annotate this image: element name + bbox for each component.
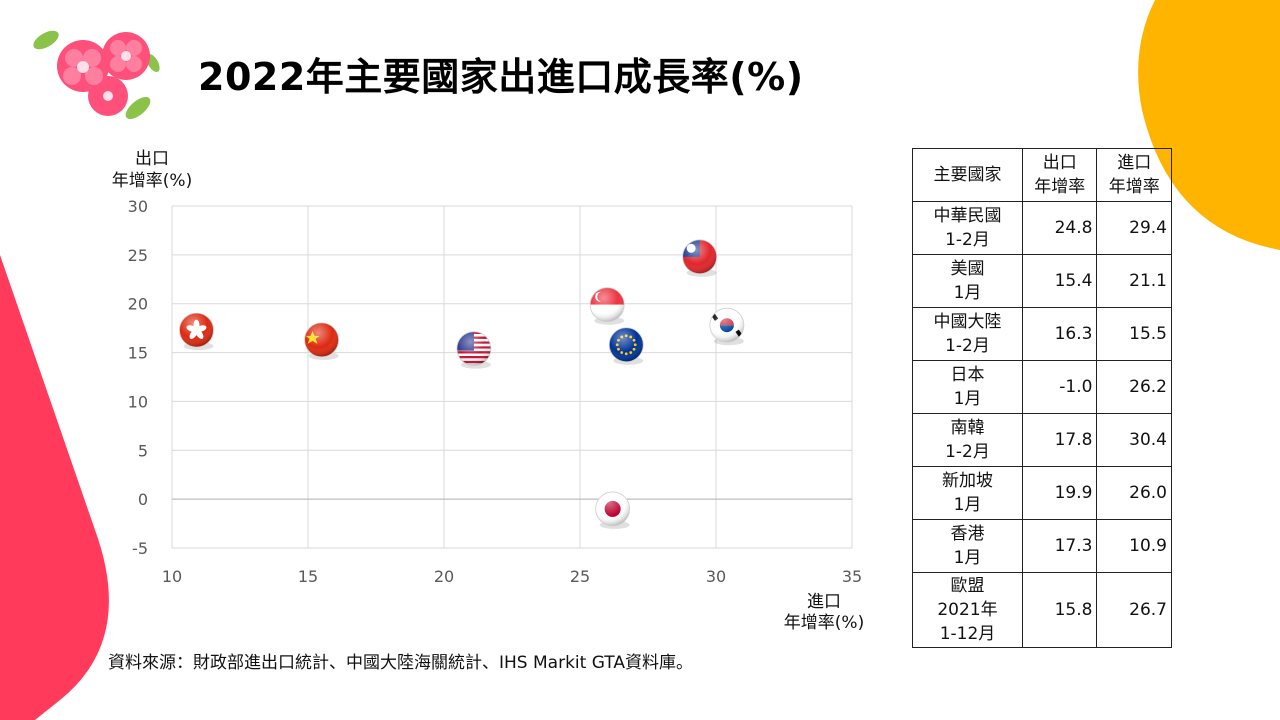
left-decorative-shape <box>0 255 109 720</box>
import-cell: 26.7 <box>1096 572 1172 648</box>
x-tick-label: 35 <box>842 567 862 586</box>
sakura-flower-icon <box>33 30 160 120</box>
singapore-flag-icon <box>589 287 625 323</box>
y-tick-label: 5 <box>138 441 148 460</box>
right-decorative-shape <box>1138 0 1280 250</box>
data-point-hongkong <box>179 312 214 351</box>
y-tick-label: 10 <box>128 392 148 411</box>
table-row: 中國大陸 1-2月 16.3 15.5 <box>912 307 1172 361</box>
country-cell: 美國 1月 <box>912 254 1023 308</box>
export-cell: 19.9 <box>1021 466 1098 520</box>
usa-flag-icon <box>456 331 492 367</box>
data-source-note: 資料來源：財政部進出口統計、中國大陸海關統計、IHS Markit GTA資料庫… <box>108 653 693 673</box>
y-tick-label: 0 <box>138 490 148 509</box>
country-cell: 新加坡 1月 <box>912 466 1023 520</box>
y-tick-label: -5 <box>132 539 148 558</box>
table-row: 香港 1月 17.3 10.9 <box>912 519 1172 573</box>
data-point-korea <box>709 307 745 346</box>
country-cell: 中國大陸 1-2月 <box>912 307 1023 361</box>
header-import: 進口 年增率 <box>1096 148 1172 202</box>
y-tick-label: 15 <box>128 344 148 363</box>
header-country: 主要國家 <box>912 148 1023 202</box>
china-flag-icon <box>304 322 340 358</box>
x-tick-label: 25 <box>570 567 590 586</box>
korea-flag-icon <box>709 307 745 343</box>
x-tick-label: 20 <box>434 567 454 586</box>
data-point-usa <box>456 331 492 369</box>
country-cell: 南韓 1-2月 <box>912 413 1023 467</box>
import-cell: 15.5 <box>1096 307 1172 361</box>
export-cell: 15.4 <box>1021 254 1098 308</box>
page-title: 2022年主要國家出進口成長率(%) <box>198 55 804 99</box>
import-cell: 26.0 <box>1096 466 1172 520</box>
growth-rate-table: 主要國家 出口 年增率 進口 年增率 中華民國 1-2月 24.8 29.4 美… <box>912 148 1172 648</box>
table-row: 美國 1月 15.4 21.1 <box>912 254 1172 308</box>
x-axis-label: 年增率(%) <box>784 613 864 633</box>
export-cell: 17.3 <box>1021 519 1098 573</box>
country-cell: 香港 1月 <box>912 519 1023 573</box>
export-cell: 16.3 <box>1021 307 1098 361</box>
table-row: 南韓 1-2月 17.8 30.4 <box>912 413 1172 467</box>
hongkong-flag-icon <box>179 312 214 348</box>
export-cell: 24.8 <box>1021 201 1098 255</box>
y-axis-label: 出口 <box>135 149 169 169</box>
export-cell: 15.8 <box>1021 572 1098 648</box>
import-cell: 29.4 <box>1096 201 1172 255</box>
data-point-eu <box>608 327 644 365</box>
y-tick-label: 25 <box>128 246 148 265</box>
export-cell: -1.0 <box>1021 360 1098 414</box>
import-cell: 30.4 <box>1096 413 1172 467</box>
y-axis-label: 年增率(%) <box>112 171 192 191</box>
x-tick-label: 10 <box>162 567 182 586</box>
x-tick-label: 15 <box>298 567 318 586</box>
import-cell: 26.2 <box>1096 360 1172 414</box>
x-tick-label: 30 <box>706 567 726 586</box>
y-tick-label: 30 <box>128 197 148 216</box>
x-axis-label: 進口 <box>807 592 841 612</box>
data-point-china <box>304 322 340 360</box>
country-cell: 日本 1月 <box>912 360 1023 414</box>
taiwan-flag-icon <box>682 239 718 275</box>
table-header-row: 主要國家 出口 年增率 進口 年增率 <box>912 148 1172 202</box>
country-cell: 歐盟 2021年 1-12月 <box>912 572 1023 648</box>
export-cell: 17.8 <box>1021 413 1098 467</box>
eu-flag-icon <box>608 327 644 363</box>
data-point-japan <box>595 491 631 529</box>
japan-flag-icon <box>595 491 631 527</box>
table-row: 歐盟 2021年 1-12月 15.8 26.7 <box>912 572 1172 648</box>
table-row: 新加坡 1月 19.9 26.0 <box>912 466 1172 520</box>
data-point-singapore <box>589 287 625 325</box>
header-export: 出口 年增率 <box>1021 148 1098 202</box>
import-cell: 21.1 <box>1096 254 1172 308</box>
data-point-taiwan <box>682 239 718 277</box>
table-row: 中華民國 1-2月 24.8 29.4 <box>912 201 1172 255</box>
y-tick-label: 20 <box>128 295 148 314</box>
country-cell: 中華民國 1-2月 <box>912 201 1023 255</box>
table-row: 日本 1月 -1.0 26.2 <box>912 360 1172 414</box>
import-cell: 10.9 <box>1096 519 1172 573</box>
